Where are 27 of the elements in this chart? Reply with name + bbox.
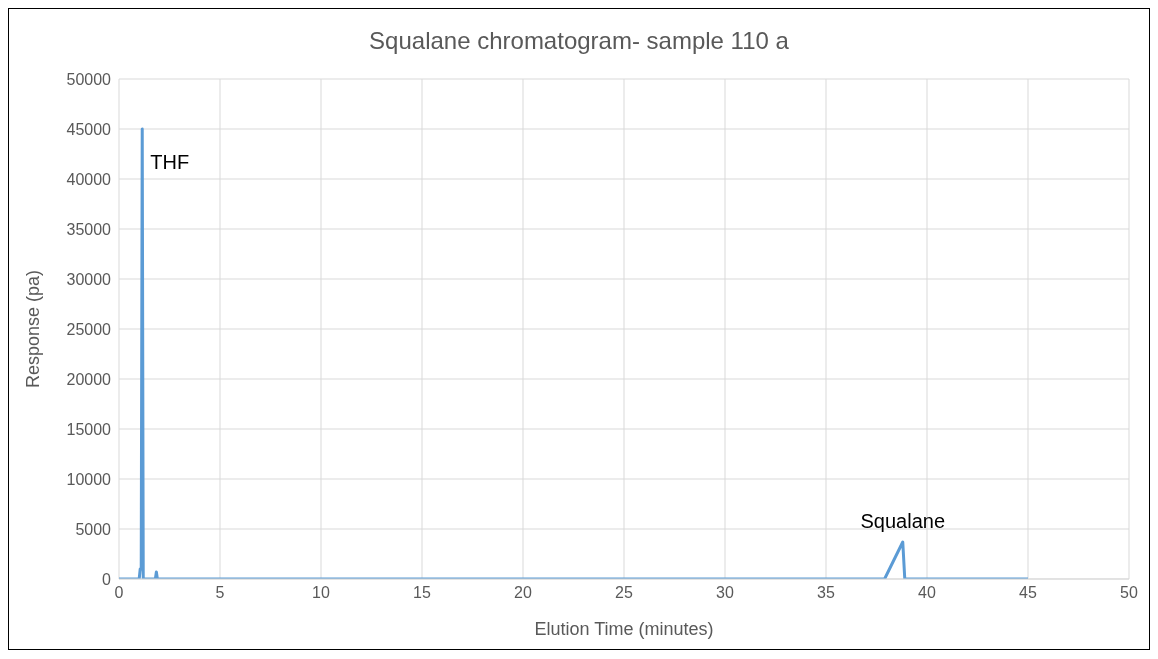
y-tick-label: 5000 bbox=[75, 520, 112, 538]
x-tick-label: 0 bbox=[114, 584, 124, 602]
y-tick-label: 50000 bbox=[66, 70, 112, 88]
y-tick-label: 25000 bbox=[66, 320, 112, 338]
y-axis-title: Response (pa) bbox=[23, 269, 44, 389]
y-tick-label: 45000 bbox=[66, 120, 112, 138]
x-tick-label: 45 bbox=[1019, 584, 1037, 602]
x-tick-label: 25 bbox=[615, 584, 633, 602]
y-tick-label: 20000 bbox=[66, 370, 112, 388]
y-tick-label: 35000 bbox=[66, 220, 112, 238]
annotation: Squalane bbox=[860, 510, 946, 532]
y-tick-label: 15000 bbox=[66, 420, 112, 438]
x-tick-label: 10 bbox=[312, 584, 330, 602]
annotation: THF bbox=[150, 151, 190, 173]
x-axis-title: Elution Time (minutes) bbox=[534, 619, 714, 639]
x-tick-label: 40 bbox=[918, 584, 936, 602]
chart-title: Squalane chromatogram- sample 110 a bbox=[368, 26, 790, 56]
x-tick-label: 15 bbox=[413, 584, 431, 602]
y-tick-label: 0 bbox=[102, 570, 112, 588]
x-tick-label: 50 bbox=[1120, 584, 1138, 602]
x-tick-label: 35 bbox=[817, 584, 835, 602]
y-tick-label: 10000 bbox=[66, 470, 112, 488]
x-tick-label: 20 bbox=[514, 584, 532, 602]
y-tick-label: 30000 bbox=[66, 270, 112, 288]
y-tick-label: 40000 bbox=[66, 170, 112, 188]
x-tick-label: 5 bbox=[215, 584, 225, 602]
x-tick-label: 30 bbox=[716, 584, 734, 602]
